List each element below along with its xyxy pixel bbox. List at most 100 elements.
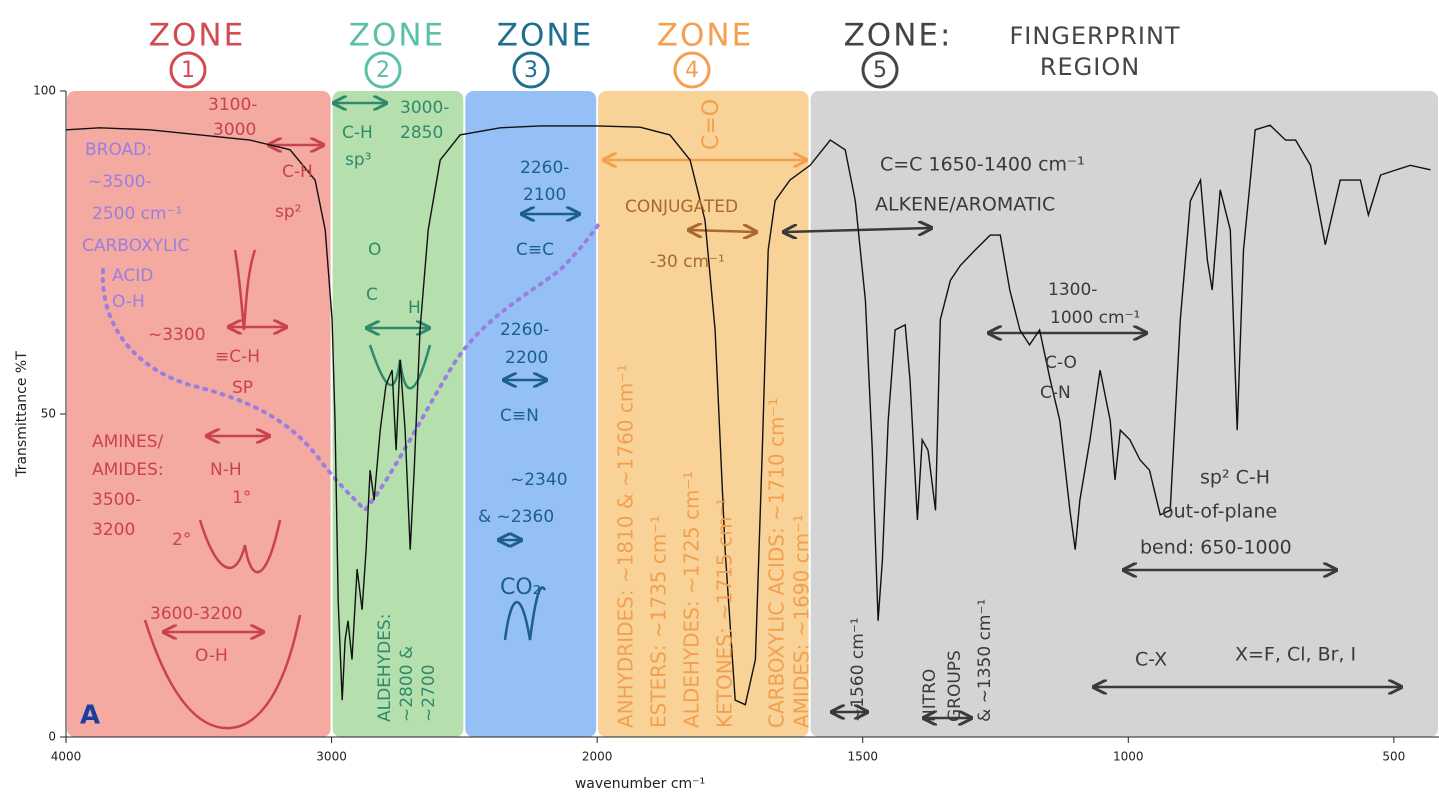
zone-subtitle: REGION: [1040, 53, 1140, 81]
annotation: A: [80, 701, 100, 731]
zone-title: ZONE: [657, 18, 753, 54]
annotation: H: [408, 298, 421, 318]
zone-band: [810, 91, 1438, 737]
zone-number-circle: [169, 51, 207, 89]
annotation: C≡C: [516, 240, 554, 260]
zone-number: 1: [181, 58, 195, 83]
y-tick-label: 100: [33, 84, 56, 98]
zone-number-circle: [861, 51, 899, 89]
annotation: C-X: [1135, 649, 1167, 671]
x-tick-label: 500: [1382, 750, 1405, 764]
zone-number-circle: [673, 51, 711, 89]
y-tick-label: 0: [48, 730, 56, 744]
annotation: AMINES/: [92, 432, 164, 452]
annotation: & ~1350 cm⁻¹: [975, 599, 995, 722]
annotation: SP: [232, 378, 253, 398]
annotation: 3000: [213, 120, 256, 140]
annotation: 2200: [505, 348, 548, 368]
y-axis-title: Transmittance %T: [14, 351, 30, 478]
zone-number: 4: [685, 58, 699, 83]
annotation: ~3500-: [88, 172, 152, 192]
spectrum-line: [65, 124, 1431, 706]
annotation: N-H: [210, 460, 242, 480]
annotation: AMIDES: ~1690 cm⁻¹: [790, 514, 814, 728]
annotation: CONJUGATED: [625, 197, 738, 217]
y-tick-label: 50: [41, 407, 56, 421]
x-tick-label: 3000: [316, 750, 347, 764]
annotation: sp²: [275, 202, 301, 222]
annotation: ~2800 &: [397, 646, 417, 722]
annotation: 1°: [232, 488, 251, 508]
zone-bands: [67, 91, 1438, 737]
annotation: C-H: [342, 123, 373, 143]
annotation: bend: 650-1000: [1140, 537, 1292, 559]
annotation: KETONES: ~1715 cm⁻¹: [713, 498, 737, 728]
nh-sketch: [198, 519, 282, 574]
broad-oh-band-sketch: [100, 223, 600, 513]
annotation: 2260-: [500, 320, 549, 340]
annotation: C: [366, 285, 378, 305]
annotation: ≡C-H: [215, 347, 260, 367]
annotation: O: [368, 240, 381, 260]
annotation: 2100: [523, 185, 566, 205]
annotation: & ~2360: [478, 507, 554, 527]
x-tick-label: 4000: [51, 750, 82, 764]
annotation: ~2340: [510, 470, 568, 490]
zone-number-circle: [512, 51, 550, 89]
zone-band: [465, 91, 597, 737]
annotation: sp² C-H: [1200, 467, 1270, 489]
annotation: CARBOXYLIC ACIDS: ~1710 cm⁻¹: [765, 398, 789, 728]
annotation: C≡N: [500, 406, 539, 426]
x-tick-label: 2000: [582, 750, 613, 764]
annotation: ~3300: [148, 325, 206, 345]
annotation: 2500 cm⁻¹: [92, 204, 182, 224]
zone-subtitle: FINGERPRINT: [1009, 22, 1180, 50]
annotation: ANHYDRIDES: ~1810 & ~1760 cm⁻¹: [614, 364, 638, 728]
zone-number: 5: [873, 58, 887, 83]
annotation: C-O: [1045, 353, 1077, 373]
annotation: CARBOXYLIC: [82, 236, 189, 256]
annotation: X=F, Cl, Br, I: [1235, 644, 1356, 666]
annotation: 2260-: [520, 158, 569, 178]
annotation: O-H: [112, 292, 145, 312]
annotation: ALKENE/AROMATIC: [875, 194, 1055, 216]
annotation: GROUPS: [945, 650, 965, 722]
annotation: C=O: [699, 99, 724, 150]
plot: 4000 3000 2000 1500 1000 500 0 50 100: [33, 84, 1439, 764]
annotation: -30 cm⁻¹: [650, 252, 725, 272]
annotation: sp³: [345, 150, 371, 170]
annotation: AMIDES:: [92, 460, 164, 480]
zone-number-circle: [364, 51, 402, 89]
annotation: C=C 1650-1400 cm⁻¹: [880, 154, 1085, 176]
annotation: ~1560 cm⁻¹: [848, 617, 868, 722]
zone-number: 3: [524, 58, 538, 83]
x-axis-title: wavenumber cm⁻¹: [575, 776, 705, 792]
annotation: ESTERS: ~1735 cm⁻¹: [647, 515, 671, 728]
annotation: out-of-plane: [1162, 501, 1277, 523]
annotation: ALDEHYDES:: [375, 614, 395, 722]
x-tick-label: 1000: [1113, 750, 1144, 764]
annotation: BROAD:: [85, 140, 152, 160]
arrow: [785, 228, 930, 232]
x-tick-label: 1500: [847, 750, 878, 764]
annotation: 2850: [400, 123, 443, 143]
annotation: 3500-: [92, 490, 141, 510]
annotation: ACID: [112, 266, 153, 286]
annotation: 2°: [172, 530, 191, 550]
annotation: NITRO: [920, 669, 940, 722]
annotation: C-N: [1040, 383, 1071, 403]
zone-band: [598, 91, 809, 737]
decorations: [100, 103, 1400, 730]
zone-title: ZONE: [349, 18, 445, 54]
annotation: 3100-: [208, 95, 257, 115]
annotation: O-H: [195, 646, 228, 666]
oh-sketch: [143, 614, 302, 730]
annotation: ALDEHYDES: ~1725 cm⁻¹: [680, 471, 704, 728]
zone-band: [67, 91, 331, 737]
annotation: CO₂: [500, 575, 542, 600]
zone-title: ZONE: [149, 18, 245, 54]
zone-title: ZONE: [497, 18, 593, 54]
